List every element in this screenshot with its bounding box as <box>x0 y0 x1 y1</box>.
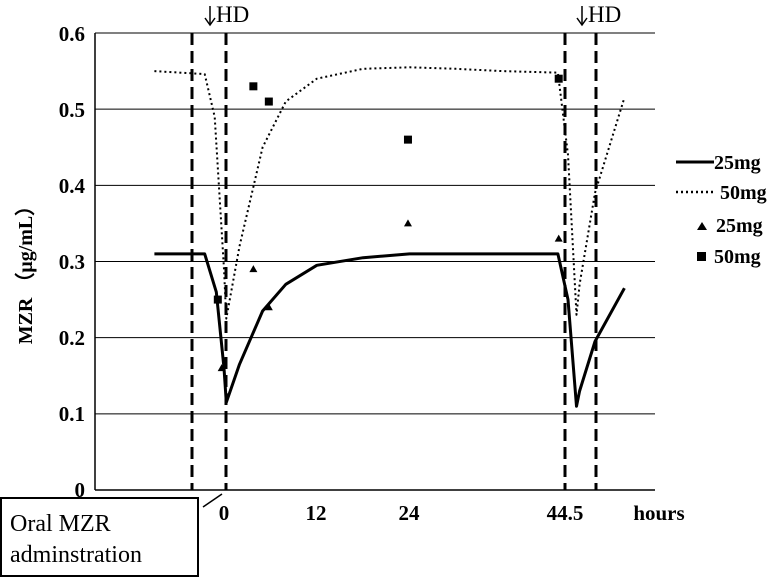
triangle-marker <box>264 303 273 311</box>
x-tick-label: 44.5 <box>547 501 584 525</box>
x-tick-label: 0 <box>219 501 230 525</box>
series-line-dotted <box>154 66 626 320</box>
triangle-marker <box>217 364 226 372</box>
hd-label: HD <box>588 2 621 27</box>
triangle-marker <box>403 219 412 227</box>
oral-administration-box: Oral MZR adminstration <box>0 497 199 577</box>
series-lines <box>154 66 626 408</box>
square-marker <box>554 74 563 83</box>
y-axis-label: MZR （μg/mL） <box>14 196 37 345</box>
triangle-marker <box>554 234 563 242</box>
y-tick-label: 0.2 <box>59 326 85 350</box>
hd-label: HD <box>216 2 249 27</box>
square-marker <box>403 135 412 144</box>
square-marker <box>213 295 222 304</box>
x-axis-label: hours <box>633 501 684 525</box>
hd-annotation-right: HD <box>576 2 621 27</box>
oral-label-line1: Oral MZR <box>10 511 111 537</box>
series-line-solid <box>154 252 626 408</box>
legend-marker-triangle <box>697 222 707 230</box>
hd-annotation-left: HD <box>204 2 249 27</box>
legend-label: 50mg <box>720 182 767 204</box>
y-tick-label: 0.6 <box>59 22 85 46</box>
x-tick-label: 12 <box>306 501 327 525</box>
legend: 25mg 50mg 25mg 50mg <box>676 152 767 268</box>
y-tick-label: 0.1 <box>59 402 85 426</box>
y-tick-label: 0.4 <box>59 174 86 198</box>
oral-label-line2: adminstration <box>10 542 142 568</box>
legend-label: 25mg <box>714 152 761 174</box>
x-tick-label: 24 <box>399 501 421 525</box>
y-tick-label: 0.3 <box>59 250 85 274</box>
hd-dashed-lines <box>190 33 598 490</box>
y-tick-label: 0 <box>75 478 86 502</box>
square-marker <box>264 97 273 106</box>
origin-break-mark <box>202 493 223 508</box>
y-tick-label: 0.5 <box>59 98 85 122</box>
series-markers <box>213 74 563 372</box>
square-marker <box>249 82 258 91</box>
grid <box>94 32 655 491</box>
legend-marker-square <box>697 252 706 261</box>
legend-label: 25mg <box>716 215 763 237</box>
legend-label: 50mg <box>714 246 761 268</box>
triangle-marker <box>249 265 258 273</box>
